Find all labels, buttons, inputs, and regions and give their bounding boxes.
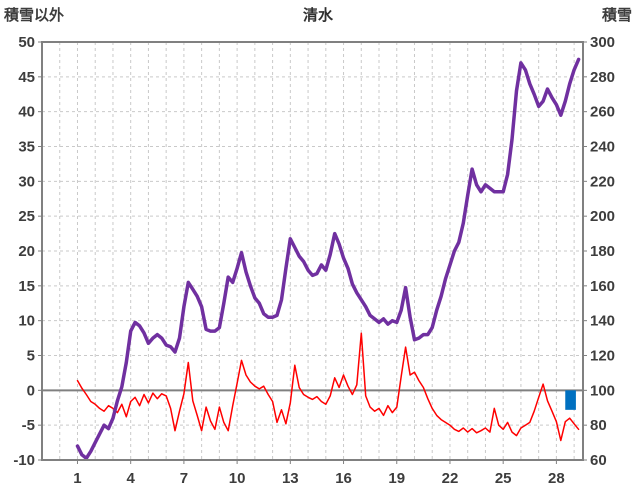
svg-text:60: 60 [590,452,607,469]
svg-text:4: 4 [127,470,136,487]
svg-text:35: 35 [18,139,35,156]
svg-text:30: 30 [18,173,35,190]
svg-text:180: 180 [590,243,615,260]
svg-text:220: 220 [590,173,615,190]
svg-text:16: 16 [335,470,352,487]
svg-text:19: 19 [388,470,405,487]
svg-text:300: 300 [590,34,615,51]
left-axis-title: 積雪以外 [4,7,65,24]
svg-text:20: 20 [18,243,35,260]
svg-text:5: 5 [27,348,35,365]
svg-text:80: 80 [590,417,607,434]
svg-text:25: 25 [495,470,512,487]
svg-text:260: 260 [590,104,615,121]
svg-text:10: 10 [18,313,35,330]
svg-text:140: 140 [590,313,615,330]
svg-text:15: 15 [18,278,35,295]
svg-text:1: 1 [73,470,81,487]
svg-text:280: 280 [590,69,615,86]
svg-text:120: 120 [590,348,615,365]
svg-text:200: 200 [590,208,615,225]
svg-text:10: 10 [229,470,246,487]
right-axis-title: 積雪 [601,7,632,24]
svg-text:0: 0 [27,382,35,399]
svg-text:50: 50 [18,34,35,51]
svg-text:-10: -10 [13,452,35,469]
svg-text:22: 22 [442,470,459,487]
svg-text:240: 240 [590,139,615,156]
chart-title: 清水 [302,7,333,24]
svg-text:-5: -5 [22,417,35,434]
svg-text:40: 40 [18,104,35,121]
svg-text:160: 160 [590,278,615,295]
svg-text:100: 100 [590,382,615,399]
svg-text:13: 13 [282,470,299,487]
svg-text:28: 28 [548,470,565,487]
svg-text:25: 25 [18,208,35,225]
svg-text:45: 45 [18,69,35,86]
svg-text:7: 7 [180,470,188,487]
